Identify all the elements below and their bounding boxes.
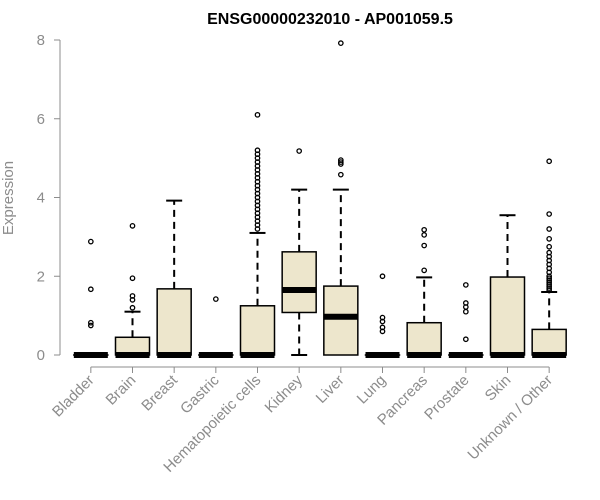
outlier-point bbox=[546, 287, 553, 293]
outlier-point bbox=[337, 159, 344, 165]
chart-title: ENSG00000232010 - AP001059.5 bbox=[207, 11, 453, 28]
outlier-point bbox=[87, 238, 94, 245]
outlier-point bbox=[462, 336, 469, 343]
outlier-point bbox=[379, 318, 386, 325]
outlier-point bbox=[129, 304, 136, 311]
outlier-point bbox=[421, 232, 428, 238]
outlier-point bbox=[296, 148, 303, 154]
box-gastric bbox=[198, 296, 234, 358]
x-tick-label: Skin bbox=[482, 372, 515, 405]
outlier-point bbox=[421, 267, 428, 274]
outlier-point bbox=[421, 226, 428, 233]
plot-area bbox=[73, 40, 567, 358]
outlier-point bbox=[379, 273, 386, 280]
outlier-point bbox=[254, 111, 261, 118]
box-unknown-other bbox=[531, 158, 567, 358]
box-iqr bbox=[156, 288, 192, 356]
outlier-point bbox=[379, 328, 386, 335]
y-axis: 0 2 4 6 8 bbox=[37, 32, 61, 364]
box-lung bbox=[364, 273, 401, 358]
box-iqr bbox=[281, 251, 317, 314]
y-tick-label: 2 bbox=[37, 268, 45, 285]
box-skin bbox=[489, 214, 526, 358]
x-tick-label: Brain bbox=[103, 372, 140, 409]
outlier-point bbox=[129, 297, 136, 303]
outlier-point bbox=[462, 308, 469, 315]
box-brain bbox=[114, 223, 151, 358]
outlier-point bbox=[546, 158, 553, 165]
outlier-point bbox=[337, 40, 344, 47]
outlier-point bbox=[462, 282, 469, 288]
outlier-point bbox=[546, 285, 553, 291]
x-tick-label: Breast bbox=[138, 371, 181, 414]
outlier-point bbox=[254, 226, 261, 232]
x-tick-label: Liver bbox=[313, 372, 348, 407]
outlier-point bbox=[546, 243, 553, 250]
outlier-point bbox=[87, 286, 94, 293]
box-bladder bbox=[73, 238, 109, 358]
box-breast bbox=[156, 199, 192, 358]
outlier-point bbox=[421, 242, 428, 249]
x-tick-label: Prostate bbox=[421, 372, 473, 424]
outlier-point bbox=[546, 226, 553, 232]
outlier-point bbox=[129, 275, 136, 282]
box-kidney bbox=[281, 148, 317, 356]
outlier-point bbox=[337, 171, 344, 178]
box-iqr bbox=[531, 328, 567, 356]
y-tick-label: 4 bbox=[37, 190, 45, 207]
outlier-point bbox=[87, 319, 94, 326]
x-tick-label: Kidney bbox=[262, 371, 307, 416]
x-tick-label: Bladder bbox=[49, 372, 98, 421]
outlier-point bbox=[546, 211, 553, 217]
outlier-point bbox=[337, 161, 344, 167]
y-tick-label: 0 bbox=[37, 347, 45, 364]
outlier-point bbox=[129, 223, 136, 229]
box-iqr bbox=[406, 321, 442, 356]
box-iqr bbox=[323, 285, 359, 356]
box-hematopoietic-cells bbox=[239, 111, 276, 358]
box-iqr bbox=[239, 305, 276, 356]
box-prostate bbox=[448, 282, 484, 358]
box-pancreas bbox=[406, 226, 442, 358]
box-iqr bbox=[489, 276, 526, 356]
x-tick-label: Lung bbox=[354, 372, 390, 408]
y-tick-label: 6 bbox=[37, 111, 45, 128]
y-axis-label: Expression bbox=[0, 161, 17, 235]
outlier-point bbox=[87, 322, 94, 329]
box-liver bbox=[323, 40, 359, 356]
outlier-point bbox=[546, 235, 553, 242]
y-tick-label: 8 bbox=[37, 32, 45, 49]
outlier-point bbox=[212, 296, 219, 302]
